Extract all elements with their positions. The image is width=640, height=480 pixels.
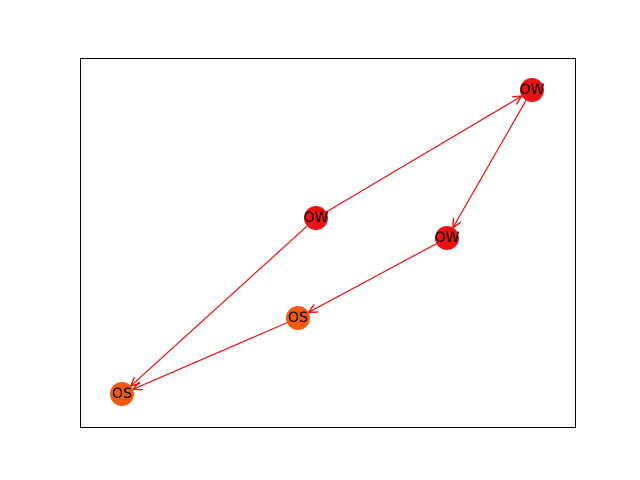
node-label: OW: [520, 82, 545, 98]
node-circle: [110, 382, 134, 406]
edges-layer: [131, 96, 527, 389]
nodes-layer: OW OW OW OS OS: [110, 78, 545, 406]
node-circle: [520, 78, 544, 102]
edge-n2-n5: [131, 225, 308, 386]
edge-n4-n5: [133, 322, 288, 389]
graph-node-n5: OS: [110, 382, 134, 406]
graph-node-n1: OW: [520, 78, 545, 102]
plot-frame: [80, 58, 576, 428]
node-label: OS: [288, 310, 308, 326]
node-label: OW: [304, 210, 329, 226]
node-label: OW: [435, 230, 460, 246]
graph-node-n2: OW: [304, 206, 329, 230]
edge-n3-n4: [309, 243, 437, 313]
graph-node-n3: OW: [435, 226, 460, 250]
node-circle: [304, 206, 328, 230]
node-circle: [435, 226, 459, 250]
node-circle: [286, 306, 310, 330]
node-label: OS: [112, 386, 132, 402]
graph-node-n4: OS: [286, 306, 310, 330]
edge-n2-n1: [326, 96, 521, 213]
edge-n1-n3: [453, 100, 527, 227]
